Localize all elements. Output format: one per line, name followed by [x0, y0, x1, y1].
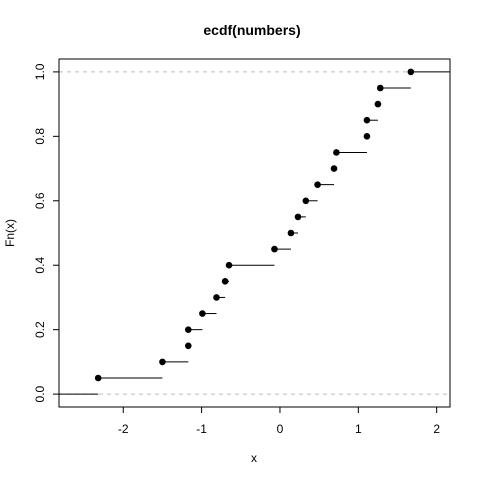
- y-axis: 0.0 0.2 0.4 0.6 0.8 1.0: [33, 63, 59, 402]
- y-tick-label: 0.4: [33, 257, 47, 274]
- x-tick-label: -2: [118, 422, 129, 436]
- data-point: [363, 116, 371, 124]
- data-point: [213, 294, 220, 301]
- data-point: [294, 213, 302, 221]
- y-tick-label: 0.0: [33, 385, 47, 402]
- y-tick-label: 0.8: [33, 128, 47, 145]
- data-point: [330, 165, 338, 172]
- data-point: [407, 68, 415, 76]
- data-point: [94, 374, 102, 382]
- step-segments: [59, 71, 450, 395]
- reference-lines: [59, 71, 450, 395]
- data-point: [376, 84, 384, 92]
- data-point: [287, 229, 295, 237]
- x-tick-label: -1: [196, 422, 207, 436]
- x-axis-label: x: [251, 451, 257, 465]
- data-point: [184, 326, 192, 333]
- data-point: [221, 278, 229, 285]
- data-point: [159, 358, 166, 366]
- x-tick-label: 1: [355, 422, 362, 436]
- x-axis: -2 -1 0 1 2: [118, 407, 440, 436]
- y-tick-label: 0.6: [33, 192, 47, 209]
- data-point: [184, 342, 192, 350]
- data-point: [363, 133, 371, 140]
- data-point: [225, 261, 233, 269]
- y-tick-label: 0.2: [33, 321, 47, 338]
- x-tick-label: 2: [433, 422, 440, 436]
- data-point: [199, 310, 206, 317]
- y-tick-label: 1.0: [33, 63, 47, 80]
- x-tick-label: 0: [277, 422, 284, 436]
- chart-title: ecdf(numbers): [203, 22, 300, 38]
- y-axis-label: Fn(x): [3, 219, 17, 247]
- data-points: [94, 68, 415, 382]
- data-point: [302, 197, 310, 205]
- data-point: [333, 149, 340, 156]
- data-point: [374, 100, 382, 108]
- plot-frame: [58, 58, 451, 408]
- data-point: [314, 181, 321, 188]
- data-point: [271, 245, 278, 253]
